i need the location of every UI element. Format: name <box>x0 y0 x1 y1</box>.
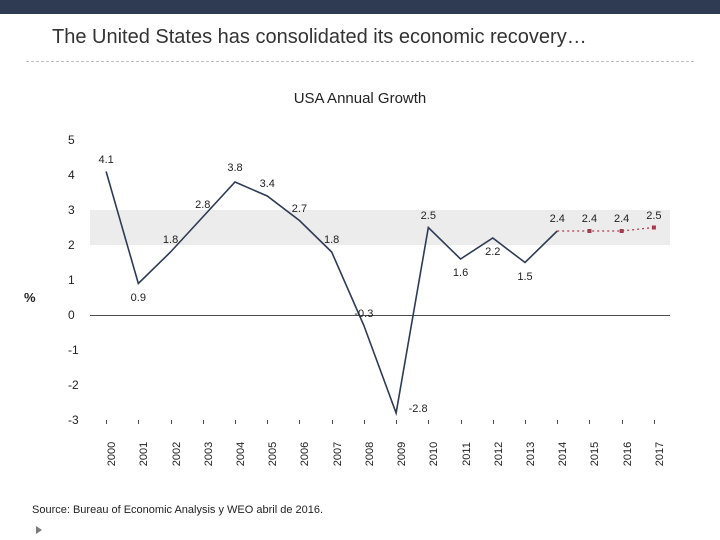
x-tick-label: 2013 <box>525 442 537 466</box>
x-tick <box>557 420 558 424</box>
data-label: 1.8 <box>163 234 178 246</box>
forecast-series-line <box>557 228 654 232</box>
x-tick-label: 2017 <box>654 442 666 466</box>
x-tick <box>106 420 107 424</box>
forecast-marker <box>587 229 591 233</box>
x-tick-label: 2015 <box>589 442 601 466</box>
x-tick <box>171 420 172 424</box>
y-tick-label: -2 <box>68 378 79 392</box>
chart-title: USA Annual Growth <box>0 90 720 107</box>
y-tick-label: -3 <box>68 413 79 427</box>
x-tick <box>622 420 623 424</box>
x-tick <box>525 420 526 424</box>
y-axis-label: % <box>24 290 36 305</box>
x-tick <box>428 420 429 424</box>
footer-marker-icon <box>36 526 42 534</box>
y-tick-label: 5 <box>68 133 75 147</box>
actual-series-line <box>106 172 557 414</box>
x-tick <box>461 420 462 424</box>
x-tick <box>138 420 139 424</box>
x-tick-label: 2009 <box>396 442 408 466</box>
data-label: 2.2 <box>485 246 500 258</box>
divider <box>26 61 694 62</box>
y-tick-label: 0 <box>68 308 75 322</box>
x-tick <box>332 420 333 424</box>
header-bar <box>0 0 720 14</box>
data-label: -2.8 <box>409 403 428 415</box>
x-tick-label: 2000 <box>106 442 118 466</box>
x-tick <box>654 420 655 424</box>
data-label: 4.1 <box>98 154 113 166</box>
x-tick-label: 2003 <box>203 442 215 466</box>
chart: % -3-2-10123454.10.91.82.83.83.42.71.8-0… <box>60 140 680 460</box>
x-tick-label: 2010 <box>428 442 440 466</box>
data-label: 2.4 <box>550 213 565 225</box>
x-tick <box>364 420 365 424</box>
data-label: 2.5 <box>646 210 661 222</box>
data-label: 3.8 <box>227 162 242 174</box>
data-label: 1.6 <box>453 267 468 279</box>
x-tick-label: 2001 <box>138 442 150 466</box>
data-label: 2.7 <box>292 203 307 215</box>
chart-svg <box>90 140 670 420</box>
x-tick-label: 2012 <box>493 442 505 466</box>
x-tick <box>203 420 204 424</box>
plot-area: -3-2-10123454.10.91.82.83.83.42.71.8-0.3… <box>90 140 670 420</box>
data-label: 2.4 <box>582 213 597 225</box>
x-tick-label: 2004 <box>235 442 247 466</box>
source-text: Source: Bureau of Economic Analysis y WE… <box>32 504 323 516</box>
x-tick <box>493 420 494 424</box>
y-tick-label: -1 <box>68 343 79 357</box>
x-tick <box>396 420 397 424</box>
forecast-marker <box>652 226 656 230</box>
x-tick-label: 2006 <box>299 442 311 466</box>
x-tick-label: 2008 <box>364 442 376 466</box>
data-label: 1.8 <box>324 234 339 246</box>
data-label: 1.5 <box>517 271 532 283</box>
x-tick <box>267 420 268 424</box>
y-tick-label: 1 <box>68 273 75 287</box>
data-label: 0.9 <box>131 292 146 304</box>
data-label: -0.3 <box>354 308 373 320</box>
data-label: 2.4 <box>614 213 629 225</box>
page-title: The United States has consolidated its e… <box>0 14 720 57</box>
data-label: 3.4 <box>260 178 275 190</box>
x-tick <box>589 420 590 424</box>
x-tick <box>299 420 300 424</box>
data-label: 2.8 <box>195 199 210 211</box>
y-tick-label: 2 <box>68 238 75 252</box>
x-tick-label: 2005 <box>267 442 279 466</box>
x-tick-label: 2014 <box>557 442 569 466</box>
x-tick-label: 2011 <box>461 442 473 466</box>
x-tick-label: 2002 <box>171 442 183 466</box>
y-tick-label: 3 <box>68 203 75 217</box>
data-label: 2.5 <box>421 210 436 222</box>
y-tick-label: 4 <box>68 168 75 182</box>
x-tick <box>235 420 236 424</box>
forecast-marker <box>620 229 624 233</box>
x-tick-label: 2016 <box>622 442 634 466</box>
x-tick-label: 2007 <box>332 442 344 466</box>
